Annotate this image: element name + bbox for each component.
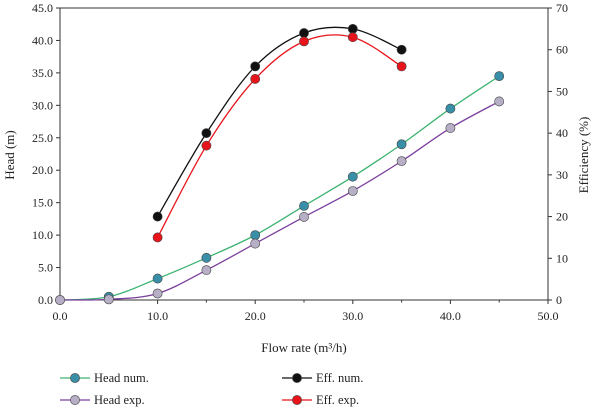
legend-swatch-marker bbox=[70, 395, 80, 405]
data-point bbox=[103, 294, 114, 305]
data-point bbox=[299, 201, 309, 211]
y-left-tick-label: 40.0 bbox=[32, 33, 53, 47]
series-eff-num bbox=[152, 23, 407, 222]
data-point bbox=[299, 36, 309, 47]
series-eff-exp bbox=[152, 32, 407, 243]
series-line bbox=[59, 75, 500, 301]
data-point bbox=[250, 61, 261, 72]
series-line bbox=[157, 34, 402, 238]
data-point bbox=[347, 171, 358, 182]
y-right-axis-title: Efficiency (%) bbox=[576, 117, 591, 194]
y-left-tick-label: 20.0 bbox=[32, 163, 53, 177]
x-tick-label: 40.0 bbox=[440, 309, 461, 323]
legend-swatch-marker bbox=[292, 395, 302, 405]
data-point bbox=[396, 156, 407, 167]
legend-swatch-marker bbox=[292, 373, 302, 383]
y-right-tick-label: 60 bbox=[556, 43, 568, 57]
data-point bbox=[396, 61, 407, 72]
data-point bbox=[201, 252, 212, 263]
y-left-axis-title: Head (m) bbox=[2, 130, 17, 179]
legend-label: Head num. bbox=[94, 371, 149, 385]
x-tick-label: 30.0 bbox=[342, 309, 363, 323]
data-point bbox=[299, 28, 309, 38]
data-point bbox=[494, 96, 505, 107]
x-tick-label: 20.0 bbox=[245, 309, 266, 323]
legend-item-head-exp: Head exp. bbox=[60, 393, 145, 407]
x-tick-label: 10.0 bbox=[147, 309, 168, 323]
y-right-tick-label: 30 bbox=[556, 168, 568, 182]
legend-item-eff-num: Eff. num. bbox=[282, 371, 363, 385]
data-point bbox=[494, 71, 505, 82]
y-right-tick-label: 20 bbox=[556, 210, 568, 224]
y-left-tick-label: 15.0 bbox=[32, 196, 53, 210]
data-point bbox=[201, 265, 212, 276]
series-line bbox=[59, 100, 500, 301]
legend-swatch-marker bbox=[70, 373, 80, 383]
data-point bbox=[347, 32, 358, 43]
y-left-tick-label: 0.0 bbox=[38, 293, 53, 307]
y-left-tick-label: 35.0 bbox=[32, 66, 53, 80]
data-point bbox=[55, 295, 65, 305]
legend-label: Eff. num. bbox=[316, 371, 363, 385]
y-left-tick-label: 30.0 bbox=[32, 98, 53, 112]
data-point bbox=[152, 232, 163, 243]
data-point bbox=[445, 123, 456, 133]
x-axis-title: Flow rate (m³/h) bbox=[261, 340, 347, 355]
data-point bbox=[152, 211, 163, 222]
y-left-tick-label: 5.0 bbox=[38, 261, 53, 275]
data-point bbox=[396, 139, 407, 150]
y-right-tick-label: 40 bbox=[556, 126, 568, 140]
data-point bbox=[250, 238, 261, 249]
y-right-tick-label: 70 bbox=[556, 1, 568, 15]
data-point bbox=[152, 288, 163, 299]
data-point bbox=[299, 212, 309, 222]
data-point bbox=[201, 140, 212, 151]
data-point bbox=[250, 230, 261, 241]
series-head-num bbox=[55, 71, 505, 305]
data-point bbox=[347, 23, 358, 34]
data-point bbox=[347, 186, 358, 196]
legend-label: Head exp. bbox=[94, 393, 145, 407]
data-point bbox=[201, 128, 212, 139]
x-tick-label: 50.0 bbox=[538, 309, 559, 323]
data-point bbox=[396, 44, 407, 55]
data-point bbox=[250, 74, 261, 84]
legend-item-head-num: Head num. bbox=[60, 371, 149, 385]
y-left-tick-label: 10.0 bbox=[32, 228, 53, 242]
y-right-tick-label: 10 bbox=[556, 251, 568, 265]
x-tick-label: 0.0 bbox=[53, 309, 68, 323]
data-point bbox=[152, 273, 163, 284]
y-right-tick-label: 50 bbox=[556, 84, 568, 98]
legend-item-eff-exp: Eff. exp. bbox=[282, 393, 359, 407]
legend-label: Eff. exp. bbox=[316, 393, 359, 407]
chart-axes: 0.0 10.0 20.0 30.0 40.0 50.0 0.0 5.0 10.0 15.0 20.… bbox=[32, 1, 568, 323]
chart-series bbox=[55, 23, 505, 305]
y-left-tick-label: 25.0 bbox=[32, 131, 53, 145]
plot-frame bbox=[59, 7, 549, 301]
y-left-tick-label: 45.0 bbox=[32, 1, 53, 15]
data-point bbox=[445, 103, 456, 114]
series-head-exp bbox=[55, 96, 505, 305]
chart-legend: Head num. Head exp. Eff. num. Eff. exp. bbox=[60, 371, 363, 407]
y-right-tick-label: 0 bbox=[556, 293, 562, 307]
